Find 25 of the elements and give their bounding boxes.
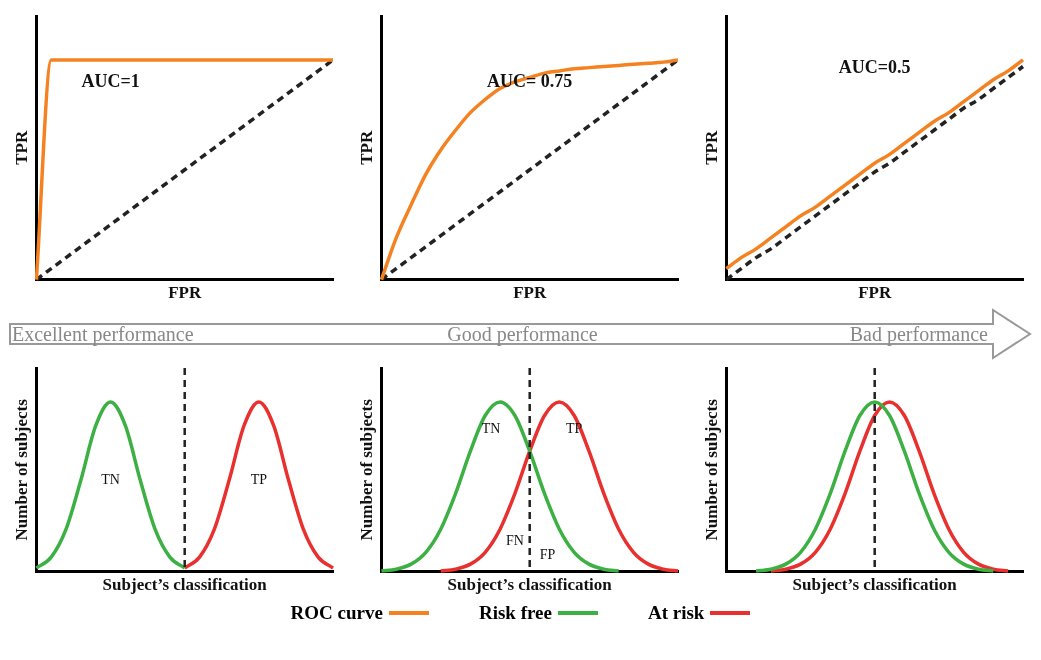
annotation: TN (481, 420, 501, 436)
y-axis-title: TPR (701, 130, 721, 165)
x-axis-title: Subject’s classification (792, 575, 958, 595)
y-axis-title: Number of subjects (11, 398, 31, 541)
x-axis-title: Subject’s classification (102, 575, 268, 595)
chart-title: Bad performance (848, 322, 989, 348)
y-axis-title: TPR (11, 130, 31, 165)
y-axis-title: TPR (356, 130, 376, 165)
legend-label: Risk free (478, 602, 552, 624)
annotation: AUC=1 (81, 70, 140, 91)
annotation: AUC=0.5 (838, 57, 911, 78)
annotation: TN (101, 471, 120, 487)
chart-title: Excellent performance (11, 322, 195, 348)
annotation: TP (250, 471, 268, 487)
x-axis-title: Subject’s classification (447, 575, 613, 595)
legend-label: ROC curve (290, 602, 383, 624)
y-axis-title: Number of subjects (701, 398, 721, 541)
y-axis-title: Number of subjects (356, 398, 376, 541)
annotation: FN (505, 532, 524, 548)
x-axis-title: FPR (858, 283, 892, 303)
legend-label: At risk (647, 602, 705, 624)
chart-title: Good performance (446, 322, 599, 348)
x-axis-title: FPR (513, 283, 547, 303)
x-axis-title: FPR (168, 283, 202, 303)
annotation: FP (539, 546, 556, 562)
